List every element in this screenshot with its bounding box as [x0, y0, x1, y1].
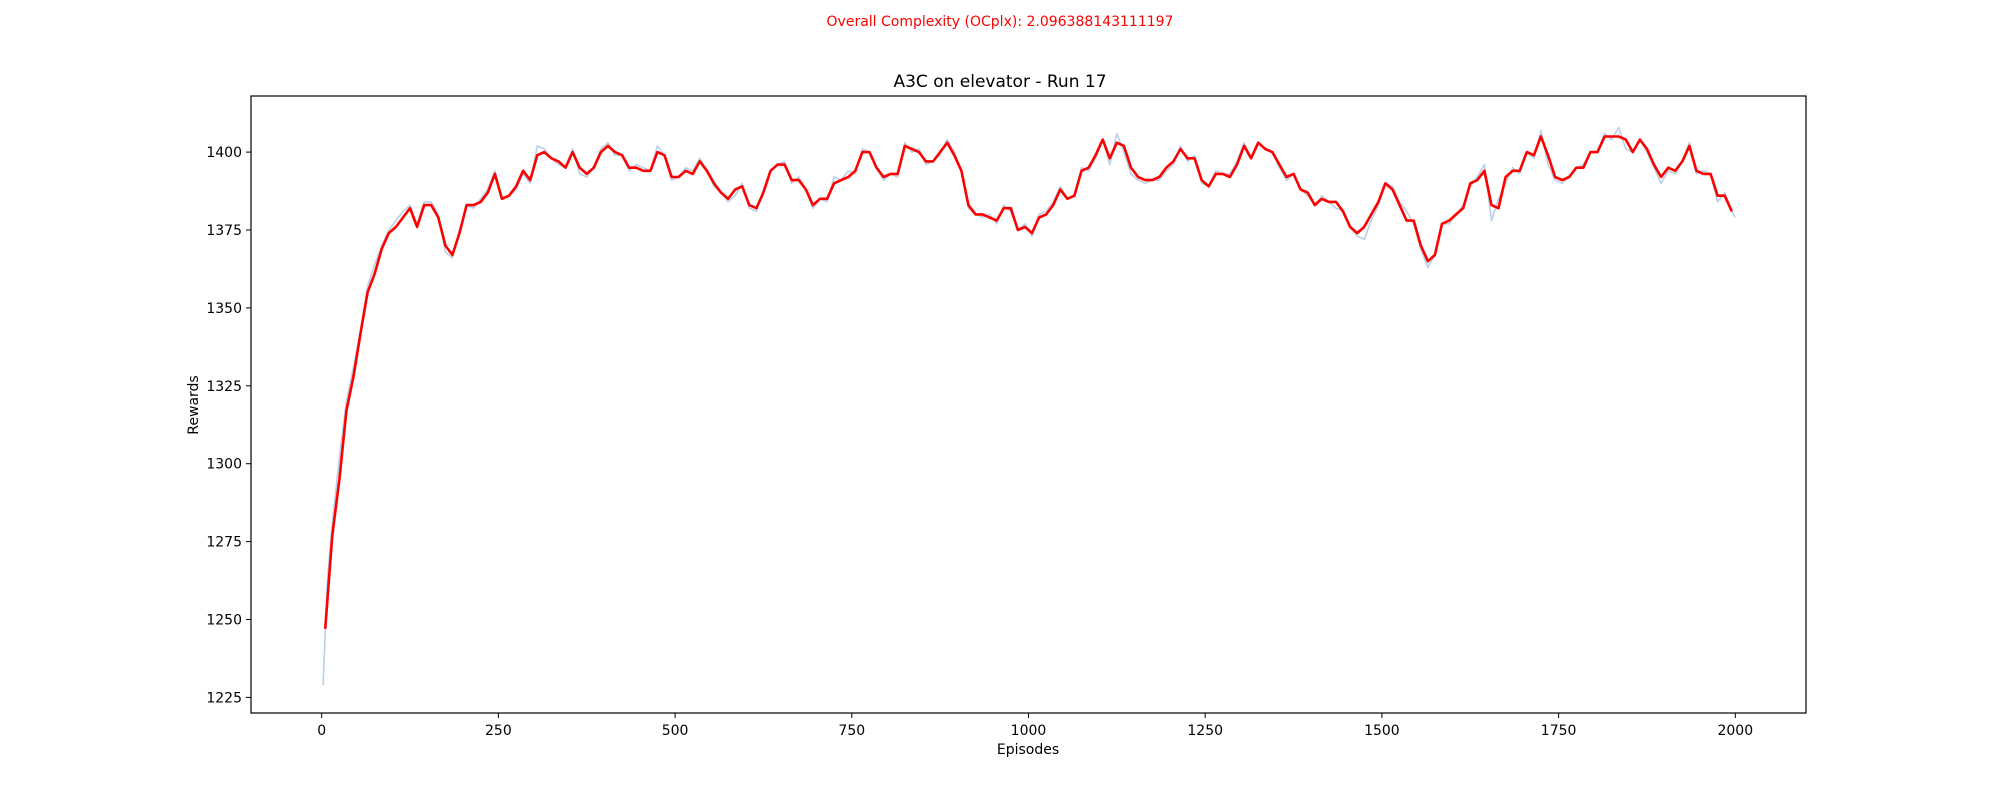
y-tick-label: 1225 [206, 690, 242, 706]
y-tick-label: 1275 [206, 535, 242, 551]
x-tick-label: 500 [662, 723, 689, 739]
x-axis: 0 250 500 750 1000 1250 1500 1750 2000 [317, 713, 1753, 739]
y-axis: 1225 1250 1275 1300 1325 1350 1375 1400 [206, 145, 251, 706]
chart-title: A3C on elevator - Run 17 [893, 72, 1106, 92]
y-tick-label: 1300 [206, 457, 242, 473]
y-tick-label: 1250 [206, 613, 242, 629]
series-line-smoothed [323, 135, 1733, 629]
plot-area [322, 126, 1736, 686]
x-tick-label: 250 [485, 723, 512, 739]
x-tick-label: 750 [838, 723, 865, 739]
x-tick-label: 0 [317, 723, 326, 739]
x-axis-label: Episodes [997, 742, 1059, 758]
y-tick-label: 1375 [206, 223, 242, 239]
plot-frame [250, 95, 1807, 714]
y-tick-label: 1400 [206, 145, 242, 161]
x-tick-label: 1750 [1541, 723, 1577, 739]
y-tick-label: 1325 [206, 379, 242, 395]
y-axis-label: Rewards [186, 375, 202, 434]
x-tick-label: 1500 [1364, 723, 1400, 739]
series-line-raw [322, 126, 1736, 686]
y-tick-label: 1350 [206, 301, 242, 317]
complexity-header: Overall Complexity (OCplx): 2.0963881431… [827, 14, 1174, 30]
x-tick-label: 2000 [1717, 723, 1753, 739]
x-tick-label: 1250 [1187, 723, 1223, 739]
x-tick-label: 1000 [1011, 723, 1047, 739]
